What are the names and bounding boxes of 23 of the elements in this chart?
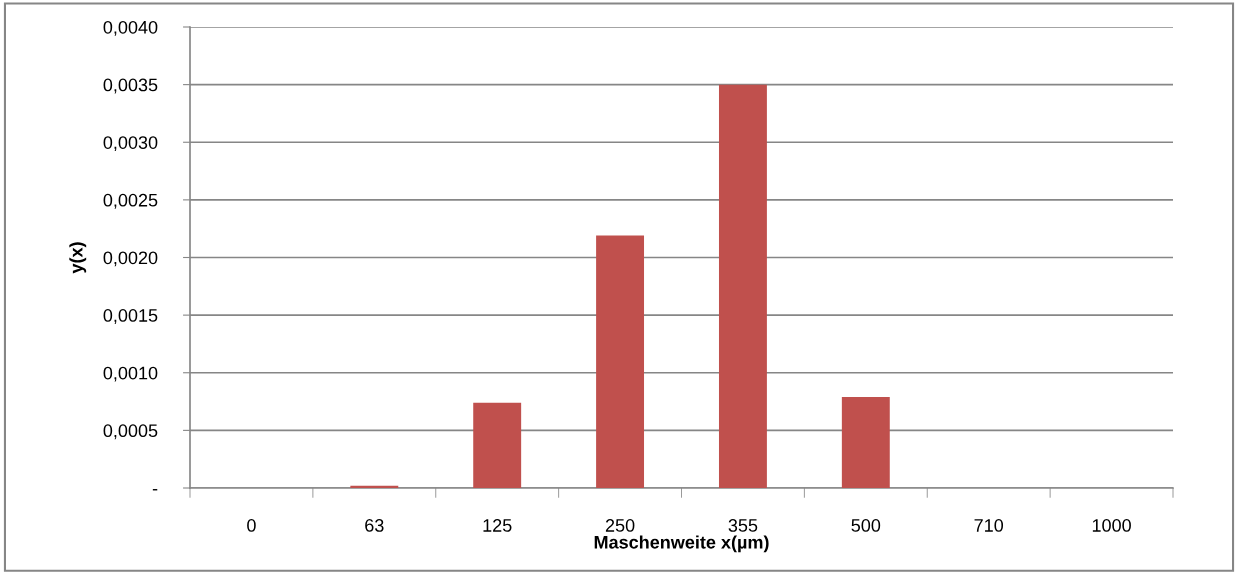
y-tick-label: 0,0010 xyxy=(103,366,158,382)
x-axis-title: Maschenweite x(µm) xyxy=(594,535,769,553)
x-tick-label: 355 xyxy=(728,519,758,532)
bar xyxy=(473,402,522,488)
x-tick-label: 0 xyxy=(247,519,256,532)
bar xyxy=(841,396,890,488)
y-tick-label: 0,0035 xyxy=(103,78,158,94)
y-tick-label: 0,0005 xyxy=(103,424,158,440)
x-tick-label: 500 xyxy=(851,519,881,532)
y-tick-label: 0,0040 xyxy=(103,20,158,36)
y-tick-label: 0,0025 xyxy=(103,193,158,209)
y-tick-label: 0,0015 xyxy=(103,309,158,324)
x-tick-label: 1000 xyxy=(1092,519,1131,532)
bar xyxy=(596,235,645,488)
x-tick-label: 63 xyxy=(365,519,384,532)
bar xyxy=(718,84,767,488)
x-tick-label: 710 xyxy=(974,519,1004,532)
y-tick-label: 0,0030 xyxy=(103,136,158,152)
x-tick-label: 125 xyxy=(483,519,512,532)
x-tick-label: 250 xyxy=(605,519,635,532)
y-tick-label: 0,0020 xyxy=(103,251,158,267)
y-axis-title: y(x) xyxy=(69,242,87,274)
y-tick-label: - xyxy=(152,489,158,491)
